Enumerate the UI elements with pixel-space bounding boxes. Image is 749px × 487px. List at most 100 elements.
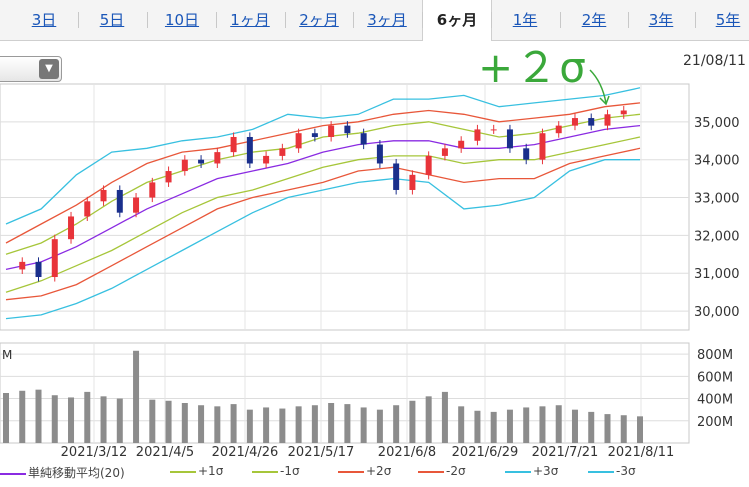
tab-separator (559, 12, 561, 28)
tab-2[interactable]: 10日 (164, 11, 200, 29)
legend-item: +3σ (505, 464, 558, 478)
tab-1[interactable]: 5日 (99, 11, 125, 29)
volume-bar (263, 407, 270, 443)
volume-bar (198, 405, 205, 443)
volume-bar (116, 398, 123, 443)
candle-body (51, 239, 58, 278)
band-line (5, 147, 641, 301)
volume-bar (279, 408, 286, 443)
sigma-annotation: +２σ (478, 43, 588, 92)
volume-unit-label: M (2, 348, 12, 362)
tab-separator (490, 12, 492, 28)
legend-label: +2σ (366, 464, 392, 478)
date-tick-label: 2021/4/5 (136, 445, 194, 460)
volume-bar (181, 403, 188, 443)
volume-bar (604, 414, 611, 443)
candle-body (133, 197, 140, 213)
legend-item: -3σ (588, 464, 636, 478)
candle-body (393, 163, 400, 190)
candle-body (588, 118, 595, 126)
tab-0[interactable]: 3日 (31, 11, 57, 29)
candle-body (344, 125, 351, 134)
candle-body (328, 125, 335, 137)
volume-bar (490, 411, 497, 443)
volume-bar (68, 397, 75, 443)
price-tick-label: 33,000 (694, 192, 740, 207)
price-tick-label: 30,000 (694, 305, 740, 320)
volume-bar (506, 409, 513, 443)
volume-tick-label: 400M (697, 393, 733, 408)
tab-3[interactable]: 1ヶ月 (230, 11, 270, 29)
volume-bar (328, 403, 335, 443)
date-tick-label: 2021/3/12 (61, 445, 128, 460)
candle-body (490, 129, 497, 131)
candle-body (555, 125, 562, 134)
current-date-label: 21/08/11 (683, 53, 746, 69)
band-line (5, 136, 641, 293)
legend-swatch (588, 470, 614, 473)
price-tick-label: 35,000 (694, 116, 740, 131)
volume-bar (571, 409, 578, 443)
candle-body (214, 152, 221, 164)
tab-10[interactable]: 5年 (715, 11, 741, 29)
volume-bar (425, 396, 432, 443)
tab-5[interactable]: 3ヶ月 (367, 11, 407, 29)
tab-4[interactable]: 2ヶ月 (299, 11, 339, 29)
legend-item: -1σ (252, 464, 300, 478)
candle-body (311, 133, 318, 137)
volume-bar (311, 405, 318, 443)
volume-bar (539, 406, 546, 443)
volume-bar (637, 416, 643, 443)
legend-label: -2σ (446, 464, 466, 478)
candle-body (263, 155, 270, 164)
volume-bar (295, 406, 302, 443)
candle-body (604, 114, 611, 126)
volume-bar (523, 407, 530, 443)
candle-body (165, 171, 172, 183)
tab-separator (147, 12, 148, 28)
candle-body (523, 148, 530, 160)
candle-body (425, 155, 432, 175)
tab-separator (284, 12, 286, 28)
chevron-down-icon[interactable]: ▼ (39, 59, 59, 79)
volume-bar (35, 389, 42, 443)
volume-bar (474, 410, 481, 443)
candle-body (474, 129, 481, 141)
volume-tick-label: 600M (697, 370, 733, 385)
tab-7[interactable]: 1年 (512, 11, 538, 29)
legend-label: +1σ (198, 464, 224, 478)
candle-body (68, 216, 75, 240)
annotation-arrowhead (599, 95, 610, 106)
tab-8[interactable]: 2年 (581, 11, 607, 29)
volume-bar (458, 406, 465, 443)
volume-bar (165, 400, 172, 443)
tab-9[interactable]: 3年 (648, 11, 674, 29)
chart-type-select[interactable]: ▼ (0, 56, 62, 82)
legend-label: -1σ (280, 464, 300, 478)
volume-bar (441, 391, 448, 443)
price-tick-label: 32,000 (694, 229, 740, 244)
date-tick-label: 2021/6/8 (378, 445, 436, 460)
legend-swatch (252, 470, 278, 473)
annotation-arrow (589, 69, 607, 104)
candle-body (149, 182, 156, 198)
legend-swatch (418, 470, 444, 473)
price-tick-label: 34,000 (694, 154, 740, 169)
candle-body (458, 140, 465, 149)
candle-body (19, 261, 26, 270)
tab-6[interactable]: 6ヶ月 (422, 0, 492, 41)
legend-label: -3σ (616, 464, 636, 478)
candle-body (620, 110, 627, 115)
volume-bar (214, 406, 221, 443)
candle-body (116, 189, 123, 213)
period-tab-bar: 3日 5日 10日 1ヶ月 2ヶ月 3ヶ月 6ヶ月 1年 2年 3年 5年 (0, 0, 749, 41)
band-line (5, 113, 641, 255)
candle-body (246, 136, 253, 164)
candle-body (84, 201, 91, 217)
legend-swatch (170, 470, 196, 473)
volume-tick-label: 200M (697, 415, 733, 430)
price-tick-label: 31,000 (694, 267, 740, 282)
legend-swatch (338, 470, 364, 473)
volume-bar (19, 390, 26, 443)
